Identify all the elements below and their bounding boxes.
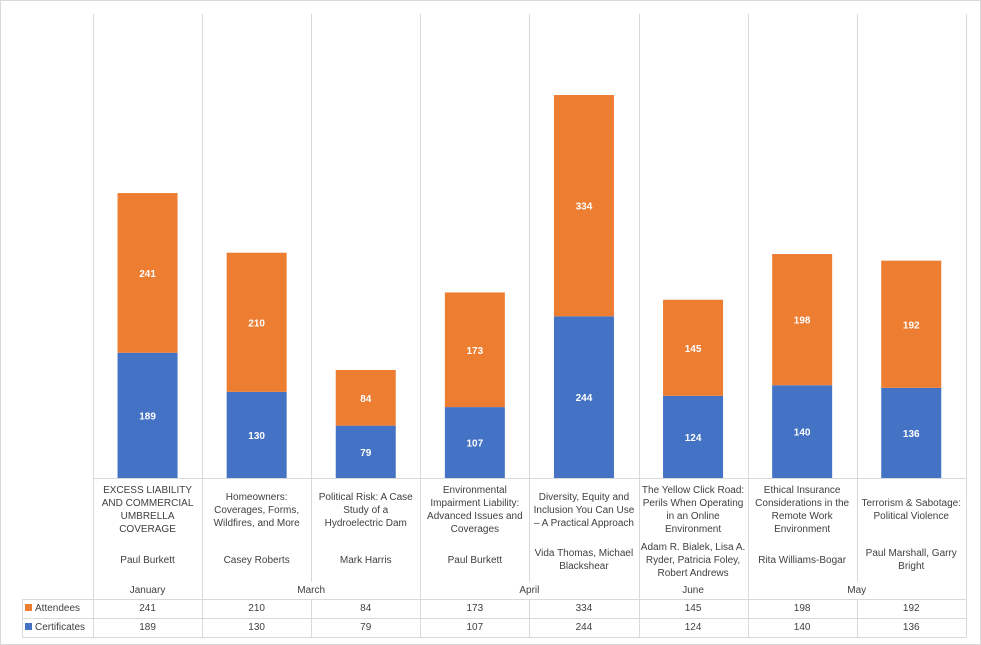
bar-certificates	[117, 352, 178, 478]
legend-swatch-icon	[25, 604, 32, 611]
category-title: Diversity, Equity and Inclusion You Can …	[531, 484, 636, 536]
category-speaker-text: Vida Thomas, Michael Blackshear	[534, 548, 634, 572]
legend-label: Certificates	[35, 622, 86, 633]
category-speaker-text: Paul Burkett	[120, 554, 175, 566]
month-label: January	[129, 585, 166, 596]
table-cell: 124	[684, 622, 702, 633]
data-label-certificates: 107	[467, 439, 484, 450]
category-title-text: Ethical Insurance Considerations in the …	[755, 485, 850, 535]
bar-attendees	[881, 260, 942, 388]
table-cell: 244	[575, 622, 593, 633]
table-cell: 145	[684, 603, 702, 614]
category-speaker-text: Paul Marshall, Garry Bright	[865, 548, 957, 572]
category-speaker-text: Paul Burkett	[447, 554, 503, 566]
category-speaker-text: Mark Harris	[339, 554, 392, 566]
table-cell: 136	[902, 622, 920, 633]
category-speaker: Vida Thomas, Michael Blackshear	[531, 538, 636, 582]
category-speaker-text: Adam R. Bialek, Lisa A. Ryder, Patricia …	[640, 541, 746, 579]
data-label-certificates: 130	[248, 431, 265, 442]
data-label-attendees: 210	[248, 318, 265, 329]
table-cell: 79	[360, 622, 372, 633]
data-label-certificates: 136	[903, 429, 920, 440]
category-title-text: Political Risk: A Case Study of a Hydroe…	[318, 491, 413, 529]
bar-attendees	[553, 95, 614, 317]
table-cell: 107	[466, 622, 484, 633]
bar-attendees	[772, 254, 833, 386]
category-title: EXCESS LIABILITY AND COMMERCIAL UMBRELLA…	[95, 484, 200, 536]
table-cell: 334	[575, 603, 593, 614]
category-speaker-text: Rita Williams-Bogar	[758, 554, 847, 566]
table-cell: 84	[360, 603, 372, 614]
category-speaker: Paul Burkett	[422, 538, 527, 582]
table-cell: 210	[248, 603, 265, 614]
category-speaker-text: Casey Roberts	[223, 554, 290, 566]
bar-certificates	[444, 407, 505, 478]
category-speaker: Mark Harris	[313, 538, 418, 582]
category-title: Terrorism & Sabotage: Political Violence	[859, 484, 964, 536]
data-label-certificates: 124	[685, 433, 702, 444]
category-title-text: Environmental Impairment Liability: Adva…	[427, 485, 523, 535]
legend-entry-certificates: Certificates	[25, 618, 85, 637]
bar-attendees	[663, 299, 724, 396]
category-title: Ethical Insurance Considerations in the …	[750, 484, 855, 536]
data-label-attendees: 173	[467, 346, 484, 357]
table-cell: 241	[139, 603, 156, 614]
data-label-attendees: 145	[685, 344, 702, 355]
data-label-certificates: 244	[576, 393, 593, 404]
bar-attendees	[226, 252, 287, 392]
category-title: Environmental Impairment Liability: Adva…	[422, 484, 527, 536]
table-cell: 140	[793, 622, 811, 633]
category-title-text: The Yellow Click Road: Perils When Opera…	[641, 485, 745, 535]
month-label: May	[847, 585, 867, 596]
category-title: The Yellow Click Road: Perils When Opera…	[641, 484, 746, 536]
bar-certificates	[226, 391, 287, 478]
table-cell: 189	[139, 622, 156, 633]
data-label-certificates: 140	[794, 428, 811, 439]
category-title-text: Terrorism & Sabotage: Political Violence	[861, 498, 961, 522]
bar-attendees	[117, 193, 178, 353]
bar-certificates	[553, 316, 614, 478]
data-label-attendees: 334	[576, 202, 593, 213]
table-cell: 130	[248, 622, 265, 633]
category-speaker: Paul Burkett	[95, 538, 200, 582]
category-speaker: Casey Roberts	[204, 538, 309, 582]
table-cell: 173	[466, 603, 484, 614]
bar-certificates	[663, 395, 724, 478]
table-cell: 192	[902, 603, 920, 614]
category-title: Political Risk: A Case Study of a Hydroe…	[313, 484, 418, 536]
legend-label: Attendees	[35, 603, 81, 614]
category-title-text: EXCESS LIABILITY AND COMMERCIAL UMBRELLA…	[101, 485, 194, 535]
bar-attendees	[335, 369, 396, 426]
data-label-certificates: 189	[139, 411, 156, 422]
category-title: Homeowners: Coverages, Forms, Wildfires,…	[204, 484, 309, 536]
data-label-attendees: 84	[360, 394, 372, 405]
bar-certificates	[772, 385, 833, 478]
data-label-attendees: 192	[903, 320, 920, 331]
data-label-attendees: 241	[139, 269, 156, 280]
category-title-text: Homeowners: Coverages, Forms, Wildfires,…	[213, 491, 300, 529]
data-label-certificates: 79	[360, 448, 372, 459]
month-label: April	[519, 585, 540, 596]
category-speaker: Paul Marshall, Garry Bright	[859, 538, 964, 582]
bar-attendees	[444, 292, 505, 408]
bar-certificates	[881, 387, 942, 478]
data-label-attendees: 198	[794, 316, 811, 327]
month-label: March	[297, 585, 326, 596]
category-speaker: Adam R. Bialek, Lisa A. Ryder, Patricia …	[641, 538, 746, 582]
bar-certificates	[335, 425, 396, 478]
legend-entry-attendees: Attendees	[25, 599, 80, 618]
category-speaker: Rita Williams-Bogar	[750, 538, 855, 582]
legend-swatch-icon	[25, 623, 32, 630]
category-title-text: Diversity, Equity and Inclusion You Can …	[533, 491, 635, 529]
table-cell: 198	[793, 603, 811, 614]
month-label: June	[682, 585, 704, 596]
